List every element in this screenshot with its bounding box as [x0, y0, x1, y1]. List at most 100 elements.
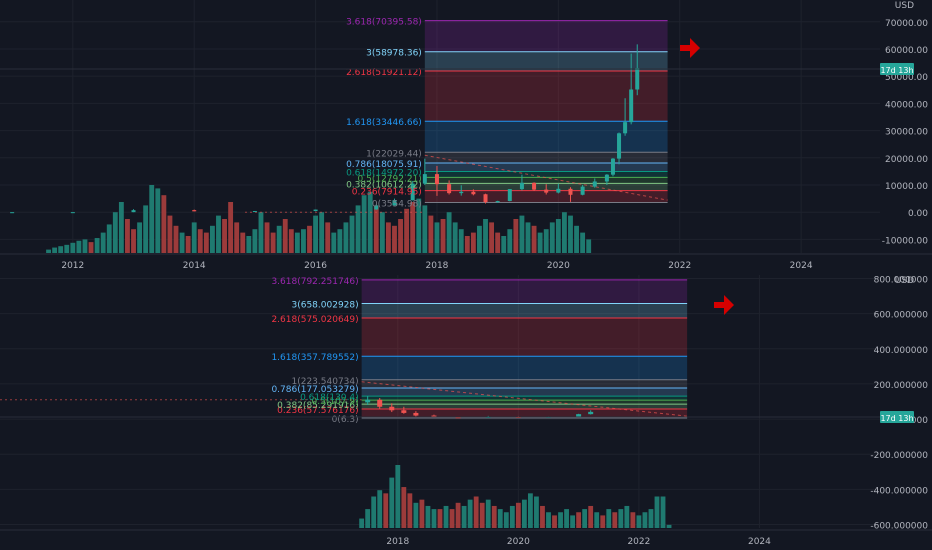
red-arrow-icon[interactable] — [714, 295, 734, 315]
candle-body — [389, 406, 395, 411]
volume-bar — [491, 505, 497, 528]
volume-bar — [343, 222, 349, 253]
volume-bar — [371, 496, 377, 528]
volume-bar — [331, 232, 337, 253]
volume-bar — [543, 229, 549, 253]
price-axis[interactable]: 70000.00 60000.00 50000.00 40000.00 30000.00… — [880, 0, 932, 253]
volume-bar — [666, 524, 672, 528]
fib-level-label: 0.236(7914.95) — [352, 188, 422, 198]
volume-bar — [401, 487, 407, 528]
volume-bar — [654, 496, 660, 528]
volume-bar — [452, 222, 458, 253]
time-tick-label: 2024 — [790, 261, 813, 271]
candle-body — [422, 174, 427, 184]
volume-bar — [648, 509, 654, 528]
fib-zone — [361, 303, 688, 319]
volume-bar — [349, 215, 355, 253]
price-tick-label: 60000.00 — [885, 46, 928, 56]
volume-bar — [64, 244, 70, 253]
volume-bar — [564, 509, 569, 528]
candle-body — [604, 174, 609, 182]
volume-bar — [301, 229, 306, 253]
candle-body — [544, 189, 549, 193]
volume-bar — [143, 205, 149, 253]
bottom-price-panel[interactable]: 0(6.3)0.236(57.576176)0.382(85.291916)0.… — [0, 275, 932, 531]
fib-level-label: 3(658.002928) — [291, 300, 358, 310]
volume-bar — [389, 477, 395, 528]
volume-bar — [495, 232, 501, 253]
candle-body — [556, 188, 561, 193]
volume-bar — [359, 518, 365, 528]
volume-bar — [173, 225, 179, 253]
volume-bar — [106, 224, 112, 253]
volume-bar — [385, 222, 391, 253]
fib-zone — [361, 387, 688, 397]
volume-bar — [434, 222, 440, 253]
fib-zone — [361, 400, 688, 405]
volume-bar — [246, 236, 252, 253]
price-tick-label: 200.000000 — [874, 381, 929, 391]
price-axis[interactable]: 800.000000 600.000000 400.000000 200.000000… — [870, 275, 932, 531]
volume-bar — [537, 232, 543, 253]
volume-bar — [112, 212, 118, 253]
time-tick-label: 2018 — [426, 261, 449, 271]
bottom-time-axis[interactable]: 2018 2020 2022 2024 — [0, 529, 932, 547]
volume-bar — [509, 505, 515, 528]
fib-level-label: 0.786(177.053279) — [271, 385, 358, 395]
volume-bar — [507, 229, 513, 253]
candle-body — [588, 411, 594, 415]
volume-bar — [501, 236, 507, 253]
time-tick-label: 2024 — [748, 537, 771, 547]
volume-bar — [392, 225, 397, 253]
volume-bar — [588, 505, 594, 528]
volume-bar — [473, 496, 479, 528]
price-tick-label: -600.000000 — [870, 521, 928, 531]
volume-bar — [270, 232, 276, 253]
fib-zone — [424, 51, 668, 71]
volume-bar — [455, 502, 461, 528]
price-axis-bg — [880, 0, 932, 253]
fib-level-label: 0.618(130.4) — [300, 393, 359, 403]
volume-bar — [515, 502, 521, 528]
volume-bar — [197, 229, 203, 253]
volume-bar — [636, 515, 642, 528]
fib-level-label: 0(3554.98) — [372, 200, 422, 210]
volume-bar — [555, 219, 561, 253]
volume-bar — [489, 222, 495, 253]
top-time-axis[interactable]: 2012 2014 2016 2018 2020 2022 2024 — [0, 253, 932, 271]
price-tick-label: 70000.00 — [885, 19, 928, 29]
volume-bar — [440, 219, 446, 253]
price-tick-label: -200.000000 — [870, 451, 928, 461]
fib-zone — [361, 279, 688, 304]
candle-body — [455, 417, 461, 419]
countdown-label: 17d 13h — [880, 66, 913, 75]
candle-body — [580, 186, 585, 195]
countdown-label: 17d 13h — [880, 414, 913, 423]
volume-bar — [624, 505, 630, 528]
candle-body — [377, 399, 383, 407]
volume-bar — [398, 219, 403, 253]
top-price-panel[interactable]: 0(3554.98)0.236(7914.95)0.382(10612.22)0… — [0, 0, 932, 253]
plot-area[interactable] — [0, 0, 880, 253]
fib-level-label: 0.5(12792.21) — [358, 174, 422, 184]
volume-bar — [319, 212, 325, 253]
price-tick-label: -400.000000 — [870, 486, 928, 496]
volume-bar — [46, 249, 51, 253]
volume-bar — [467, 499, 473, 528]
price-tick-label: 0.00 — [908, 209, 928, 219]
volume-bar — [534, 496, 539, 528]
volume-bar — [185, 236, 191, 253]
red-arrow-icon[interactable] — [680, 38, 700, 58]
trend-line[interactable] — [361, 381, 688, 417]
volume-bar — [191, 222, 197, 253]
trend-line[interactable] — [424, 154, 668, 201]
volume-bar — [576, 512, 582, 528]
fib-zone — [361, 318, 688, 357]
candle-body — [410, 183, 415, 201]
time-tick-label: 2016 — [304, 261, 327, 271]
candle-body — [495, 201, 500, 203]
volume-bar — [582, 509, 588, 528]
candle-body — [392, 200, 397, 206]
plot-area[interactable] — [0, 275, 880, 528]
volume-bar — [586, 239, 592, 253]
